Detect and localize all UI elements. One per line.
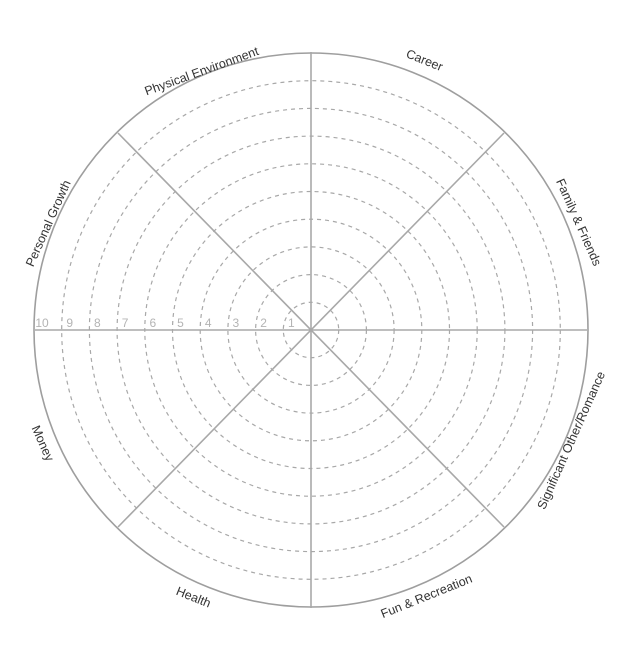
scale-label-6: 6 (149, 316, 156, 330)
category-label-fun-recreation: Fun & Recreation (379, 572, 474, 621)
scale-label-3: 3 (233, 316, 240, 330)
category-label-significant-other: Significant Other/Romance (535, 369, 609, 511)
scale-label-10: 10 (35, 316, 49, 330)
category-label-personal-growth: Personal Growth (23, 178, 74, 269)
scale-label-7: 7 (122, 316, 129, 330)
spokes-layer (35, 52, 587, 608)
category-label-career: Career (404, 47, 445, 74)
category-label-family-friends: Family & Friends (553, 177, 604, 268)
scale-label-4: 4 (205, 316, 212, 330)
scale-label-8: 8 (94, 316, 101, 330)
spoke-diagonal-down (117, 132, 505, 528)
scale-numbers: 1 2 3 4 5 6 7 8 9 10 (35, 316, 295, 330)
scale-label-2: 2 (260, 316, 267, 330)
scale-label-1: 1 (288, 316, 295, 330)
category-labels: Career Family & Friends Significant Othe… (23, 44, 608, 621)
category-label-health: Health (174, 584, 213, 611)
scale-label-9: 9 (66, 316, 73, 330)
scale-label-5: 5 (177, 316, 184, 330)
